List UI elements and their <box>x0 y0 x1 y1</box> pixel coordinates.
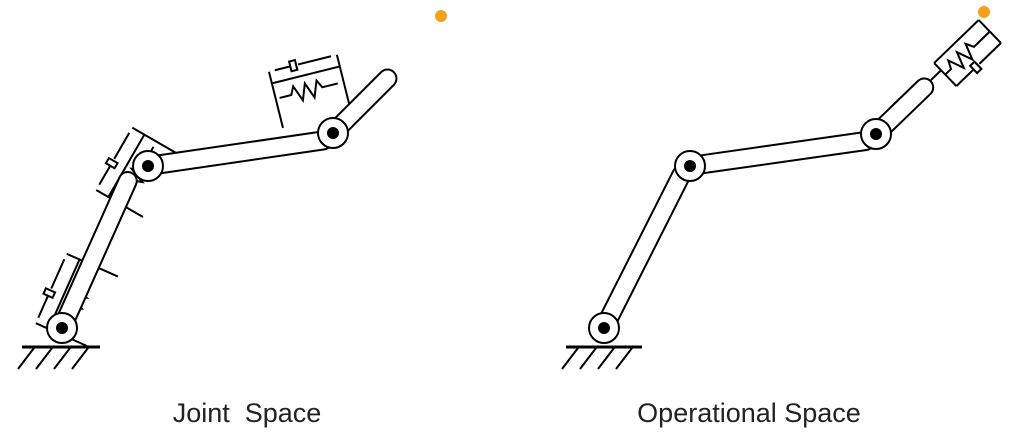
joint-base-right <box>588 312 620 344</box>
joint-elbow-left <box>132 150 164 182</box>
joint-spring-damper-3 <box>267 54 352 129</box>
target-dot-right <box>978 6 990 18</box>
target-dot-left <box>435 10 447 22</box>
operational-space-diagram <box>561 6 1002 370</box>
caption-operational-space: Operational Space <box>637 398 861 428</box>
link-1 <box>54 171 138 332</box>
joint-wrist-left <box>317 117 349 149</box>
link-1-right <box>597 165 692 332</box>
operational-spring-damper <box>930 19 1002 87</box>
ground-base-left <box>17 345 100 370</box>
joint-space-diagram <box>17 10 447 370</box>
joint-wrist-right <box>860 118 892 150</box>
joint-base-left <box>46 312 78 344</box>
link-2-right <box>688 131 876 175</box>
caption-joint-space: Joint Space <box>172 398 322 428</box>
ground-base-right <box>561 345 642 370</box>
joint-elbow-right <box>674 150 706 182</box>
link-2 <box>146 130 334 175</box>
